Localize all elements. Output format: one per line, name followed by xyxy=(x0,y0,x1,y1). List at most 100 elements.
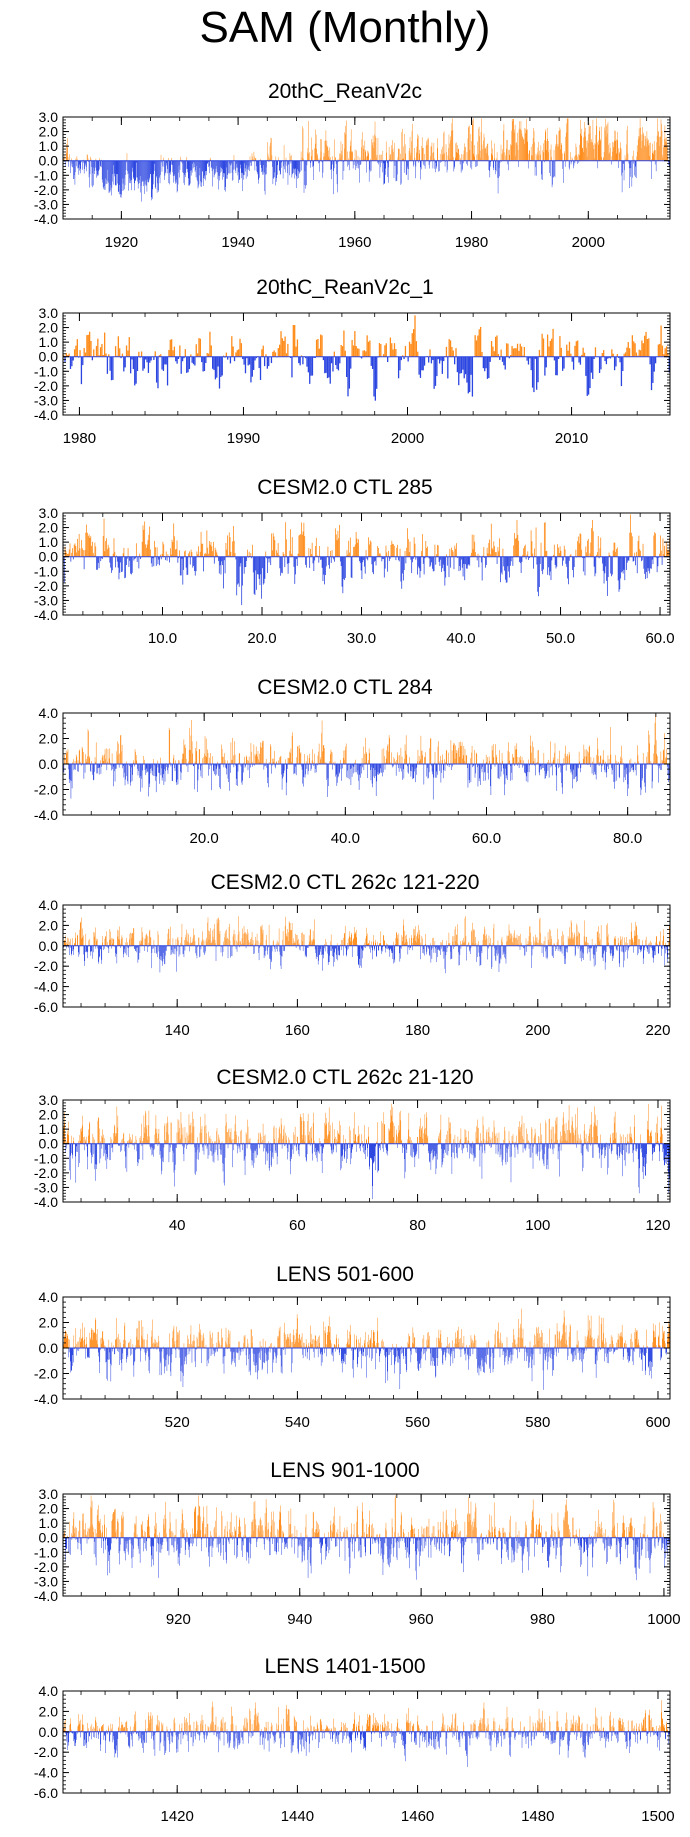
data-bar xyxy=(548,556,550,576)
data-bar xyxy=(426,139,428,161)
data-bar xyxy=(636,156,637,161)
data-bar xyxy=(376,157,377,161)
data-bar xyxy=(362,746,364,764)
data-bar xyxy=(239,160,241,180)
data-bar xyxy=(299,945,301,951)
data-bar xyxy=(101,556,102,559)
data-bar xyxy=(219,934,220,946)
data-bar xyxy=(289,923,291,946)
data-bar xyxy=(290,160,292,164)
data-bar xyxy=(477,335,479,357)
data-bar xyxy=(333,556,335,560)
data-bar xyxy=(144,521,146,557)
y-tick-label: 3.0 xyxy=(39,505,59,521)
data-bar xyxy=(69,154,70,161)
data-bar xyxy=(553,759,555,764)
data-bar xyxy=(454,160,455,169)
data-bar xyxy=(510,764,511,781)
data-bar xyxy=(121,556,122,573)
data-bar xyxy=(205,945,206,952)
data-bar xyxy=(472,120,474,161)
data-bar xyxy=(549,149,551,161)
data-bar xyxy=(430,146,432,161)
data-bar xyxy=(351,151,352,161)
data-bar xyxy=(340,153,341,161)
data-bar xyxy=(462,940,463,946)
data-bar xyxy=(440,942,442,946)
data-bar xyxy=(335,945,336,950)
data-bar xyxy=(264,556,266,579)
data-bar xyxy=(406,547,408,557)
data-bar xyxy=(475,752,477,764)
data-bar xyxy=(600,537,602,557)
data-bar xyxy=(440,556,442,560)
data-bar xyxy=(225,764,227,769)
data-bar xyxy=(208,764,209,776)
data-bar xyxy=(543,143,544,161)
data-bar xyxy=(593,556,595,567)
data-bar xyxy=(384,940,385,946)
data-bar xyxy=(151,160,152,198)
data-bar xyxy=(308,764,309,771)
data-bar xyxy=(260,556,262,575)
data-bar xyxy=(417,556,419,567)
data-bar xyxy=(268,764,269,788)
data-bar xyxy=(241,160,242,179)
data-bar xyxy=(579,144,581,161)
data-bar xyxy=(387,160,388,177)
data-bar xyxy=(621,556,622,573)
data-bar xyxy=(115,945,117,954)
data-bar xyxy=(128,945,130,948)
data-bar xyxy=(322,160,323,178)
data-bar xyxy=(575,341,577,357)
data-bar xyxy=(431,945,433,959)
data-bar xyxy=(361,139,363,161)
data-bar xyxy=(427,546,428,557)
data-bar xyxy=(127,548,129,557)
data-bar xyxy=(390,945,391,950)
data-bar xyxy=(384,160,385,184)
data-bar xyxy=(412,556,414,559)
data-bar xyxy=(627,764,628,797)
data-bar xyxy=(167,940,168,946)
data-bar xyxy=(98,764,100,775)
data-bar xyxy=(544,140,546,161)
data-bar xyxy=(392,764,394,767)
data-bar xyxy=(532,741,533,764)
data-bar xyxy=(278,944,279,946)
data-bar xyxy=(456,556,458,558)
data-bar xyxy=(286,539,287,557)
data-bar xyxy=(560,347,562,357)
data-bar xyxy=(201,543,203,557)
data-bar xyxy=(84,352,87,357)
data-bar xyxy=(149,526,151,557)
data-bar xyxy=(399,356,401,371)
data-bar xyxy=(622,356,624,371)
data-bar xyxy=(513,933,515,946)
data-bar xyxy=(407,160,409,181)
data-bar xyxy=(387,944,389,946)
data-bar xyxy=(276,552,278,557)
data-bar xyxy=(474,156,475,161)
data-bar xyxy=(123,945,125,954)
data-bar xyxy=(410,764,411,771)
data-bar xyxy=(501,752,503,764)
data-bar xyxy=(316,555,318,557)
data-bar xyxy=(668,356,670,373)
data-bar xyxy=(227,160,229,174)
data-bar xyxy=(139,160,140,184)
data-bar xyxy=(271,945,273,952)
data-bar xyxy=(230,945,231,958)
data-bar xyxy=(188,160,190,186)
data-bar xyxy=(330,160,332,170)
data-bar xyxy=(655,150,656,161)
data-bar xyxy=(424,756,425,764)
data-bar xyxy=(115,556,117,568)
data-bar xyxy=(549,556,551,572)
data-bar xyxy=(423,147,424,161)
data-bar xyxy=(144,160,145,194)
data-bar xyxy=(97,338,99,357)
data-bar xyxy=(491,155,493,161)
data-bar xyxy=(541,333,543,357)
data-bar xyxy=(429,160,431,163)
